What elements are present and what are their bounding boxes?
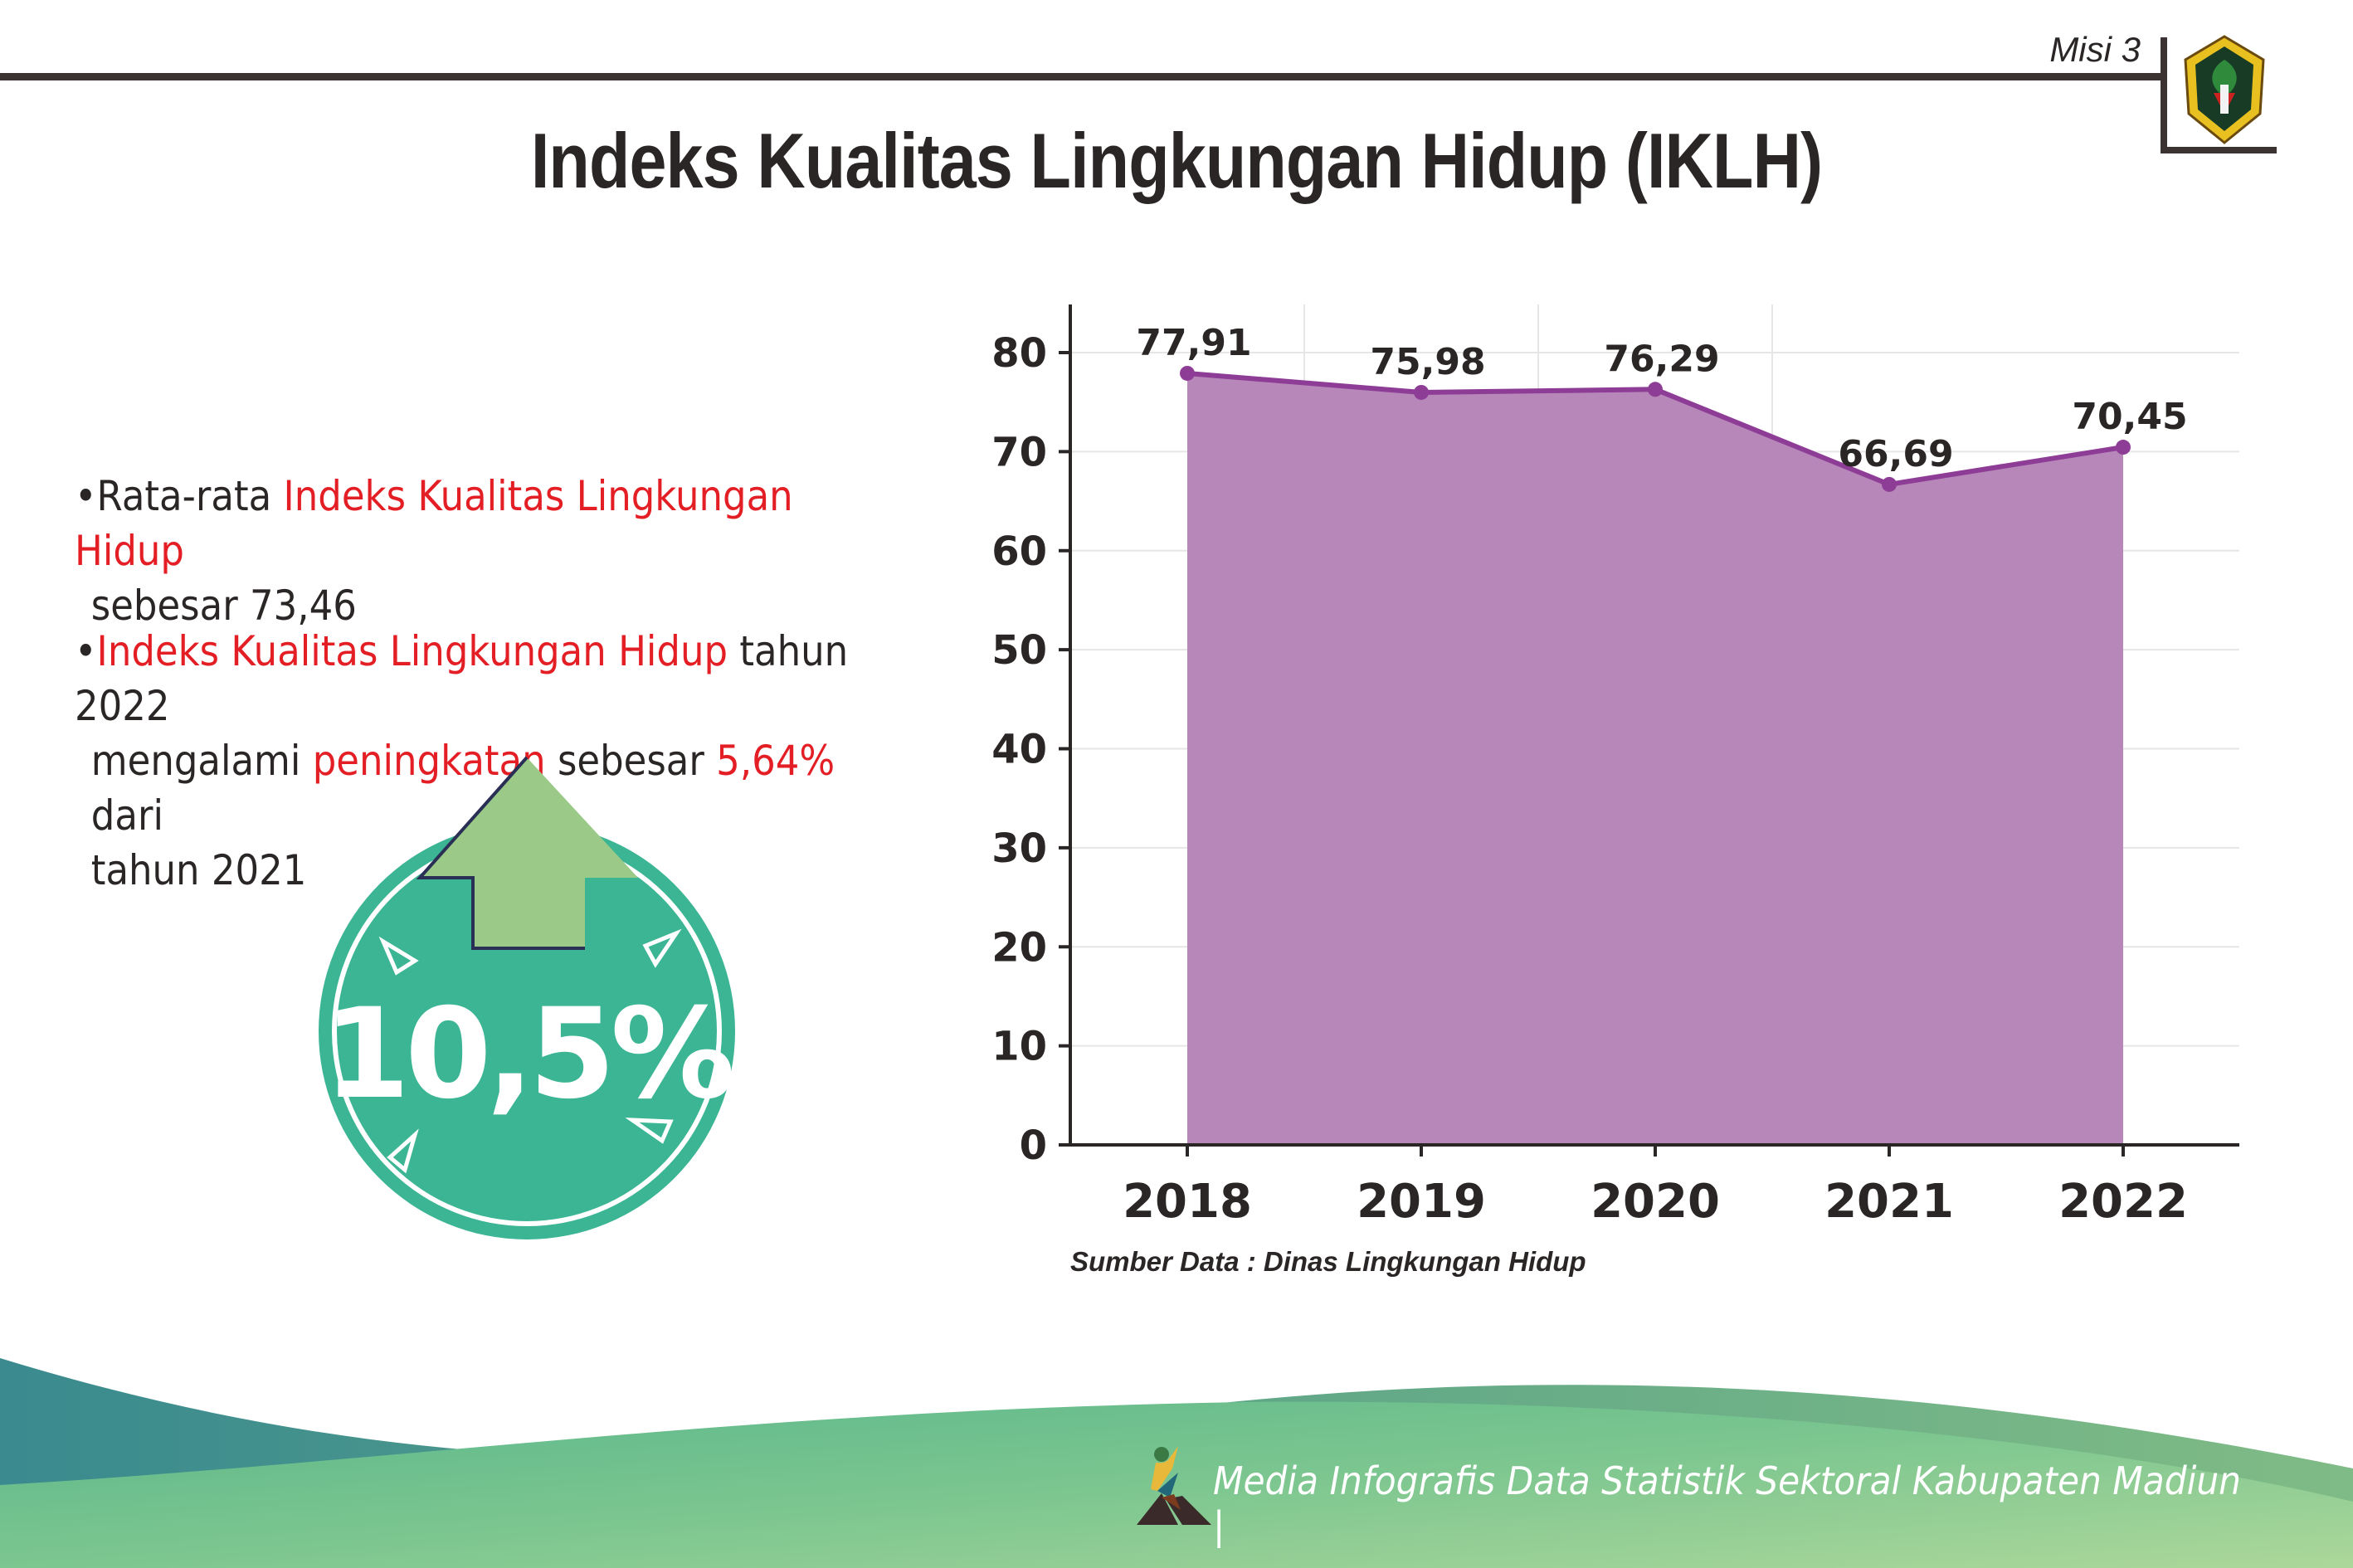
badge-circle	[319, 823, 735, 1239]
y-tick-label: 40	[991, 727, 1047, 773]
data-label: 75,98	[1370, 341, 1485, 383]
bullet-text: sebesar 73,46	[90, 582, 357, 630]
y-tick-label: 0	[1020, 1122, 1047, 1169]
y-tick-label: 50	[991, 627, 1047, 674]
y-tick-label: 60	[991, 528, 1047, 575]
y-tick-label: 80	[991, 330, 1047, 377]
header-rule	[0, 73, 2164, 80]
badge-value: 10,5%	[324, 982, 732, 1127]
area-fill	[1187, 373, 2123, 1146]
data-source: Sumber Data : Dinas Lingkungan Hidup	[1070, 1246, 1586, 1277]
corner-bracket-horizontal	[2161, 147, 2277, 153]
arrow-up-icon	[416, 756, 638, 950]
footer-caption: Media Infografis Data Statistik Sektoral…	[1213, 1458, 2242, 1548]
bullet-highlight: peningkatan	[312, 737, 546, 785]
data-label: 70,45	[2072, 396, 2187, 438]
summary-bullet-increase: •Indeks Kualitas Lingkungan Hidup tahun …	[75, 624, 889, 898]
bullet-text: dari	[90, 791, 163, 840]
x-tick-label: 2020	[1591, 1175, 1720, 1229]
bullet-highlight: 5,64%	[716, 737, 835, 785]
bullet-text: tahun 2022	[75, 627, 849, 730]
footer-wave	[0, 1358, 2353, 1568]
data-point	[2116, 440, 2131, 455]
x-tick-label: 2018	[1123, 1175, 1252, 1229]
x-tick-label: 2019	[1357, 1175, 1486, 1229]
mission-label: Misi 3	[2049, 30, 2141, 69]
sparkle-triangles	[378, 928, 682, 1174]
increase-badge: 10,5%	[319, 756, 737, 1239]
bullet-highlight: Indeks Kualitas Lingkungan Hidup	[75, 472, 793, 575]
infografis-figure-logo	[1137, 1446, 1211, 1525]
data-point	[1180, 365, 1195, 381]
y-tick-label: 20	[991, 924, 1047, 971]
kabupaten-madiun-logo	[2184, 35, 2265, 144]
y-tick-label: 70	[991, 429, 1047, 475]
data-point	[1414, 384, 1429, 400]
summary-bullet-average: •Rata-rata Indeks Kualitas Lingkungan Hi…	[75, 469, 821, 633]
bullet-highlight: Indeks Kualitas Lingkungan Hidup	[96, 627, 728, 675]
bullet-text: mengalami	[90, 737, 313, 785]
y-tick-label: 10	[991, 1024, 1047, 1070]
data-point	[1648, 382, 1663, 397]
data-label: 77,91	[1136, 322, 1251, 364]
page-title: Indeks Kualitas Lingkungan Hidup (IKLH)	[530, 117, 1823, 204]
corner-bracket-vertical	[2161, 37, 2167, 153]
x-tick-label: 2022	[2058, 1175, 2188, 1229]
y-tick-label: 30	[991, 825, 1047, 872]
bullet-text: Rata-rata	[96, 472, 284, 520]
bullet-text: tahun 2021	[90, 846, 307, 894]
data-label: 76,29	[1604, 338, 1719, 380]
x-tick-label: 2021	[1824, 1175, 1954, 1229]
bullet-text: sebesar	[545, 737, 717, 785]
data-label: 66,69	[1838, 433, 1953, 475]
data-point	[1882, 476, 1897, 492]
